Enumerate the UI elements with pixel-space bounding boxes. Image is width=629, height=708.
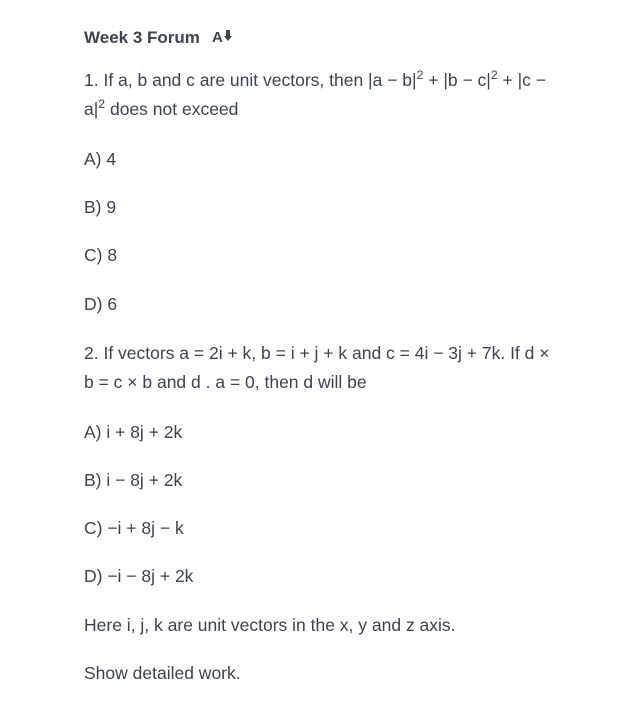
- question-1: 1. If a, b and c are unit vectors, then …: [84, 66, 564, 124]
- q2-option-a[interactable]: A) i + 8j + 2k: [84, 419, 564, 445]
- font-size-icon[interactable]: A: [212, 28, 234, 48]
- q2-option-d[interactable]: D) −i − 8j + 2k: [84, 563, 564, 589]
- q1-option-a[interactable]: A) 4: [84, 146, 564, 172]
- question-1-text: 1. If a, b and c are unit vectors, then …: [84, 66, 564, 124]
- q1-part2: + |b − c|: [423, 70, 490, 90]
- q2-option-b[interactable]: B) i − 8j + 2k: [84, 467, 564, 493]
- question-2: 2. If vectors a = 2i + k, b = i + j + k …: [84, 339, 564, 397]
- page-title: Week 3 Forum: [84, 28, 200, 48]
- q1-option-d[interactable]: D) 6: [84, 291, 564, 317]
- forum-header: Week 3 Forum A: [84, 28, 564, 48]
- q1-part1: 1. If a, b and c are unit vectors, then …: [84, 70, 417, 90]
- q1-option-b[interactable]: B) 9: [84, 194, 564, 220]
- unit-vector-note: Here i, j, k are unit vectors in the x, …: [84, 612, 564, 638]
- show-work-note: Show detailed work.: [84, 660, 564, 686]
- q1-option-c[interactable]: C) 8: [84, 242, 564, 268]
- q2-option-c[interactable]: C) −i + 8j − k: [84, 515, 564, 541]
- q1-sup2: 2: [491, 68, 498, 82]
- question-2-text: 2. If vectors a = 2i + k, b = i + j + k …: [84, 339, 564, 397]
- svg-text:A: A: [212, 29, 223, 46]
- q1-part4: does not exceed: [105, 99, 238, 119]
